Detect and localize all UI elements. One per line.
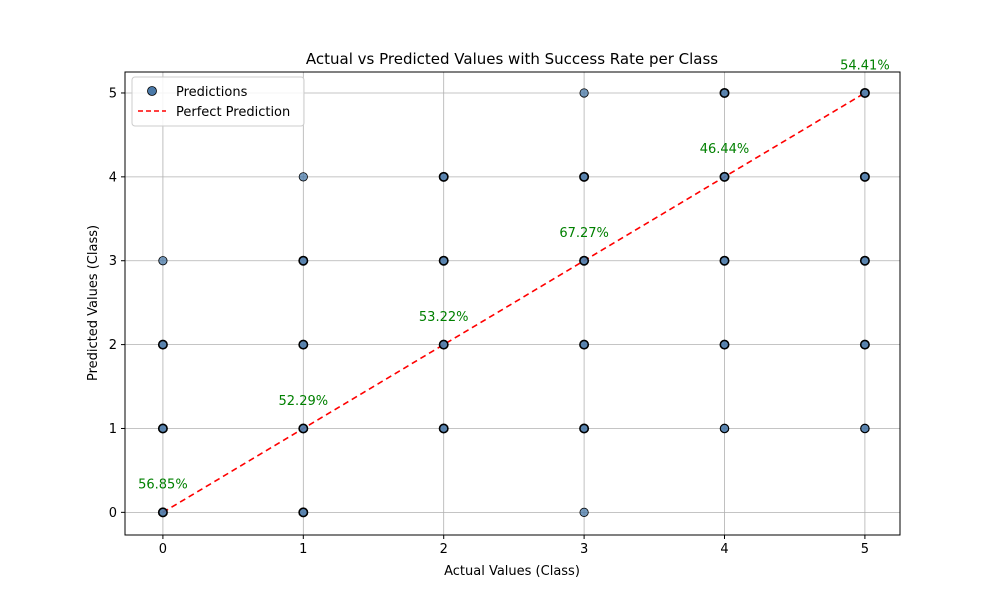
y-tick-label: 4 xyxy=(109,170,117,185)
prediction-point xyxy=(859,339,870,350)
prediction-point xyxy=(579,507,589,517)
legend-box xyxy=(131,76,305,127)
legend-label-perfect-prediction: Perfect Prediction xyxy=(176,105,290,120)
legend-marker-predictions xyxy=(147,86,157,96)
prediction-point xyxy=(719,255,730,266)
x-tick-label: 4 xyxy=(720,542,728,557)
x-tick-label: 2 xyxy=(440,542,448,557)
y-tick-label: 5 xyxy=(109,86,117,101)
prediction-point xyxy=(579,423,590,434)
y-tick-label: 2 xyxy=(109,338,117,353)
y-tick-label: 1 xyxy=(109,422,117,437)
prediction-point xyxy=(157,507,168,518)
prediction-point xyxy=(157,423,168,434)
success-rate-label: 52.29% xyxy=(279,394,329,409)
chart-title: Actual vs Predicted Values with Success … xyxy=(306,50,718,68)
prediction-point xyxy=(438,171,449,182)
prediction-point xyxy=(157,339,168,350)
prediction-point xyxy=(859,87,870,98)
prediction-point xyxy=(579,171,590,182)
prediction-point xyxy=(579,88,589,98)
perfect-prediction-line xyxy=(162,92,866,514)
success-rate-label: 54.41% xyxy=(840,58,890,73)
x-axis-label: Actual Values (Class) xyxy=(444,564,580,579)
prediction-point xyxy=(859,171,870,182)
prediction-point xyxy=(298,423,309,434)
success-rate-label: 46.44% xyxy=(700,142,750,157)
prediction-point xyxy=(579,339,590,350)
x-tick-label: 3 xyxy=(580,542,588,557)
y-axis-label: Predicted Values (Class) xyxy=(86,225,101,381)
prediction-point xyxy=(298,339,309,350)
y-tick-label: 0 xyxy=(109,506,117,521)
perfect-prediction-line-layer xyxy=(162,92,866,514)
prediction-point xyxy=(719,171,730,182)
prediction-point xyxy=(438,339,449,350)
y-tick-label: 3 xyxy=(109,254,117,269)
prediction-point xyxy=(298,507,309,518)
success-rate-label: 56.85% xyxy=(138,478,188,493)
prediction-point xyxy=(859,255,870,266)
prediction-point xyxy=(719,339,730,350)
prediction-point xyxy=(860,423,870,434)
legend-label-predictions: Predictions xyxy=(176,85,248,100)
success-rate-label: 67.27% xyxy=(559,226,609,241)
prediction-point xyxy=(719,87,730,98)
axis-ticks: 0 1 2 3 4 5 0 1 2 3 4 5 xyxy=(109,86,869,557)
prediction-point xyxy=(438,255,449,266)
prediction-points xyxy=(157,87,870,518)
success-rate-labels: 56.85% 52.29% 53.22% 67.27% 46.44% 54.41% xyxy=(138,58,890,492)
prediction-point xyxy=(438,423,449,434)
prediction-point xyxy=(298,172,308,182)
x-tick-label: 1 xyxy=(299,542,307,557)
x-tick-label: 0 xyxy=(159,542,167,557)
legend: Predictions Perfect Prediction xyxy=(131,76,305,127)
plot-frame xyxy=(124,71,901,536)
x-tick-label: 5 xyxy=(861,542,869,557)
prediction-point xyxy=(579,255,590,266)
success-rate-label: 53.22% xyxy=(419,310,469,325)
prediction-point xyxy=(298,255,309,266)
prediction-point xyxy=(158,256,168,266)
prediction-point xyxy=(719,423,730,434)
